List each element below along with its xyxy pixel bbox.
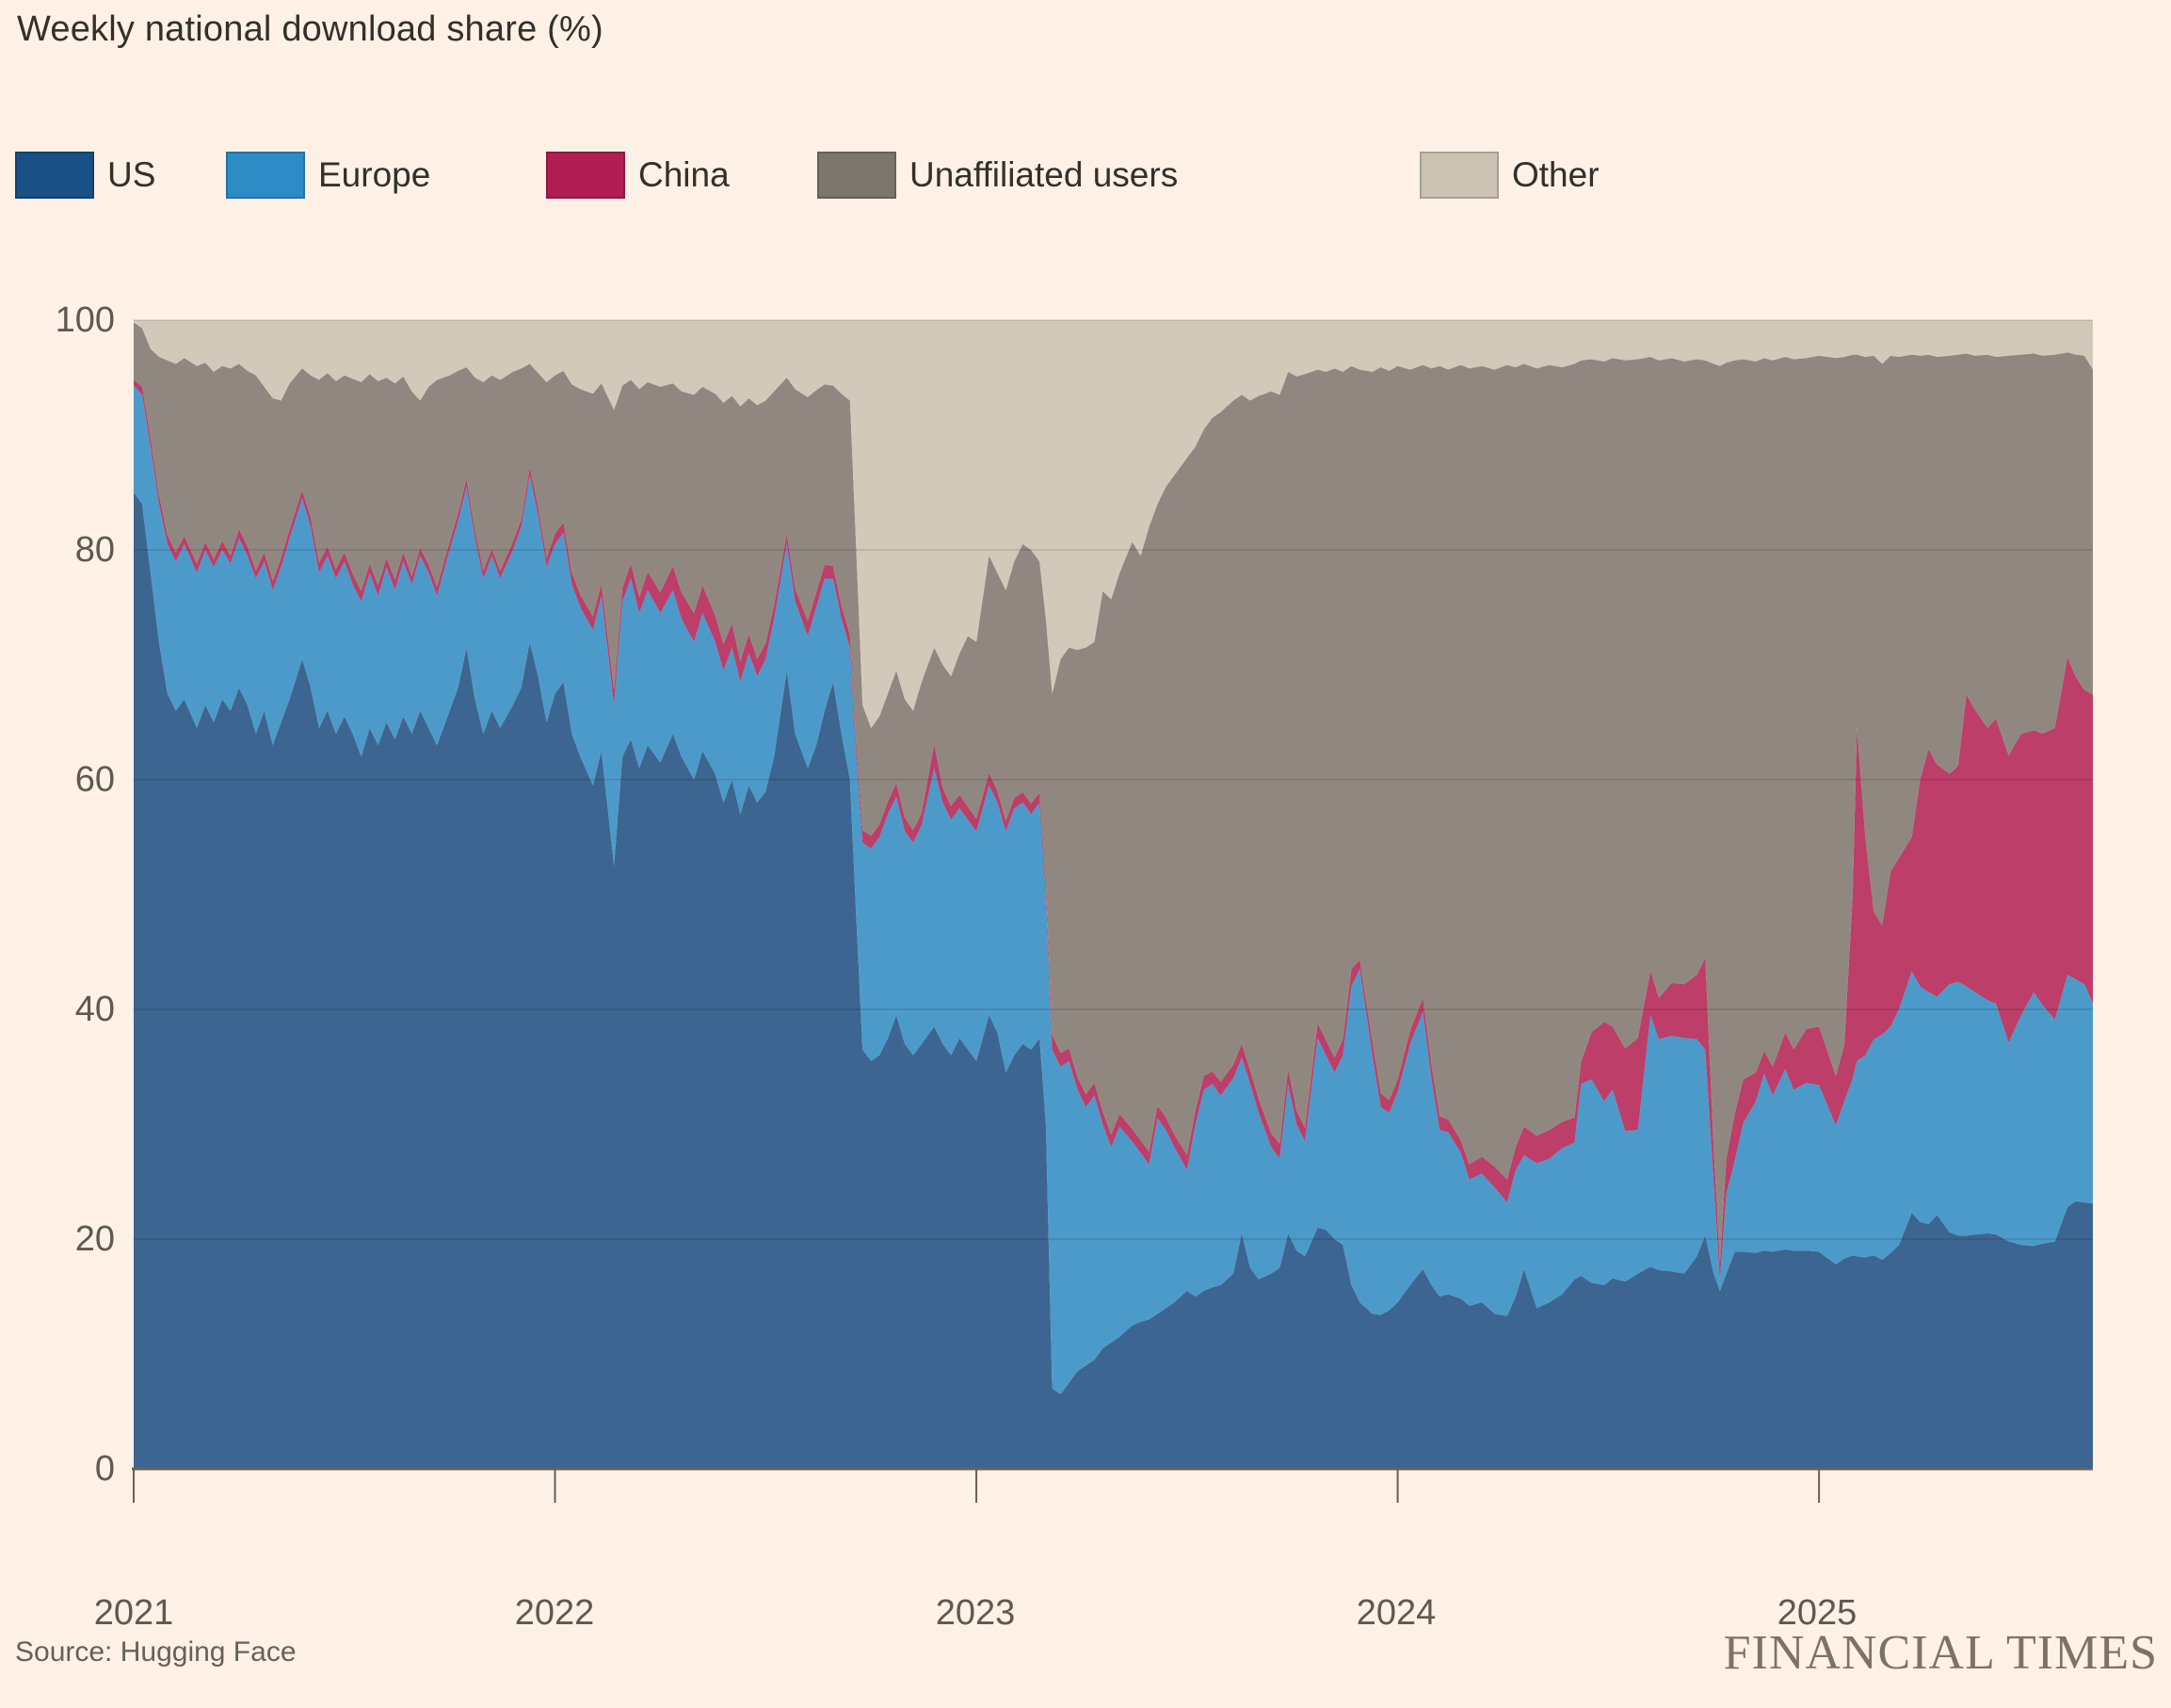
legend-swatch-other bbox=[1420, 152, 1499, 199]
y-tick-80: 80 bbox=[74, 530, 115, 570]
y-tick-20: 20 bbox=[74, 1219, 115, 1259]
area-unaffiliated bbox=[134, 322, 2093, 1263]
legend: US Europe China Unaffiliated users Other bbox=[0, 149, 2171, 205]
area-us bbox=[134, 492, 2093, 1469]
legend-label-europe: Europe bbox=[318, 155, 431, 194]
chart-title: Weekly national download share (%) bbox=[17, 9, 603, 49]
x-tick-2022: 2022 bbox=[514, 1593, 595, 1633]
source-note: Source: Hugging Face bbox=[15, 1636, 297, 1668]
legend-swatch-us bbox=[15, 152, 94, 199]
legend-item-europe: Europe bbox=[226, 149, 430, 201]
area-other bbox=[134, 320, 2093, 729]
legend-item-other: Other bbox=[1420, 149, 1600, 201]
y-tick-60: 60 bbox=[74, 760, 115, 799]
legend-label-us: US bbox=[107, 155, 156, 194]
x-tick-2023: 2023 bbox=[935, 1593, 1016, 1633]
legend-item-us: US bbox=[15, 149, 155, 201]
y-tick-40: 40 bbox=[74, 990, 115, 1029]
x-tick-2024: 2024 bbox=[1356, 1593, 1437, 1633]
legend-swatch-china bbox=[546, 152, 625, 199]
legend-item-unaffiliated: Unaffiliated users bbox=[817, 149, 1178, 201]
area-europe bbox=[134, 385, 2093, 1394]
x-tick-2025: 2025 bbox=[1777, 1593, 1857, 1633]
legend-swatch-europe bbox=[226, 152, 305, 199]
legend-swatch-unaffiliated bbox=[817, 152, 896, 199]
ft-logo: FINANCIAL TIMES bbox=[1723, 1626, 2158, 1680]
area-china bbox=[134, 379, 2093, 1280]
legend-label-other: Other bbox=[1512, 155, 1600, 194]
y-tick-0: 0 bbox=[94, 1449, 115, 1489]
legend-label-china: China bbox=[638, 155, 730, 194]
legend-label-unaffiliated: Unaffiliated users bbox=[909, 155, 1179, 194]
y-tick-100: 100 bbox=[55, 300, 115, 340]
legend-item-china: China bbox=[546, 149, 730, 201]
x-tick-2021: 2021 bbox=[93, 1593, 174, 1633]
